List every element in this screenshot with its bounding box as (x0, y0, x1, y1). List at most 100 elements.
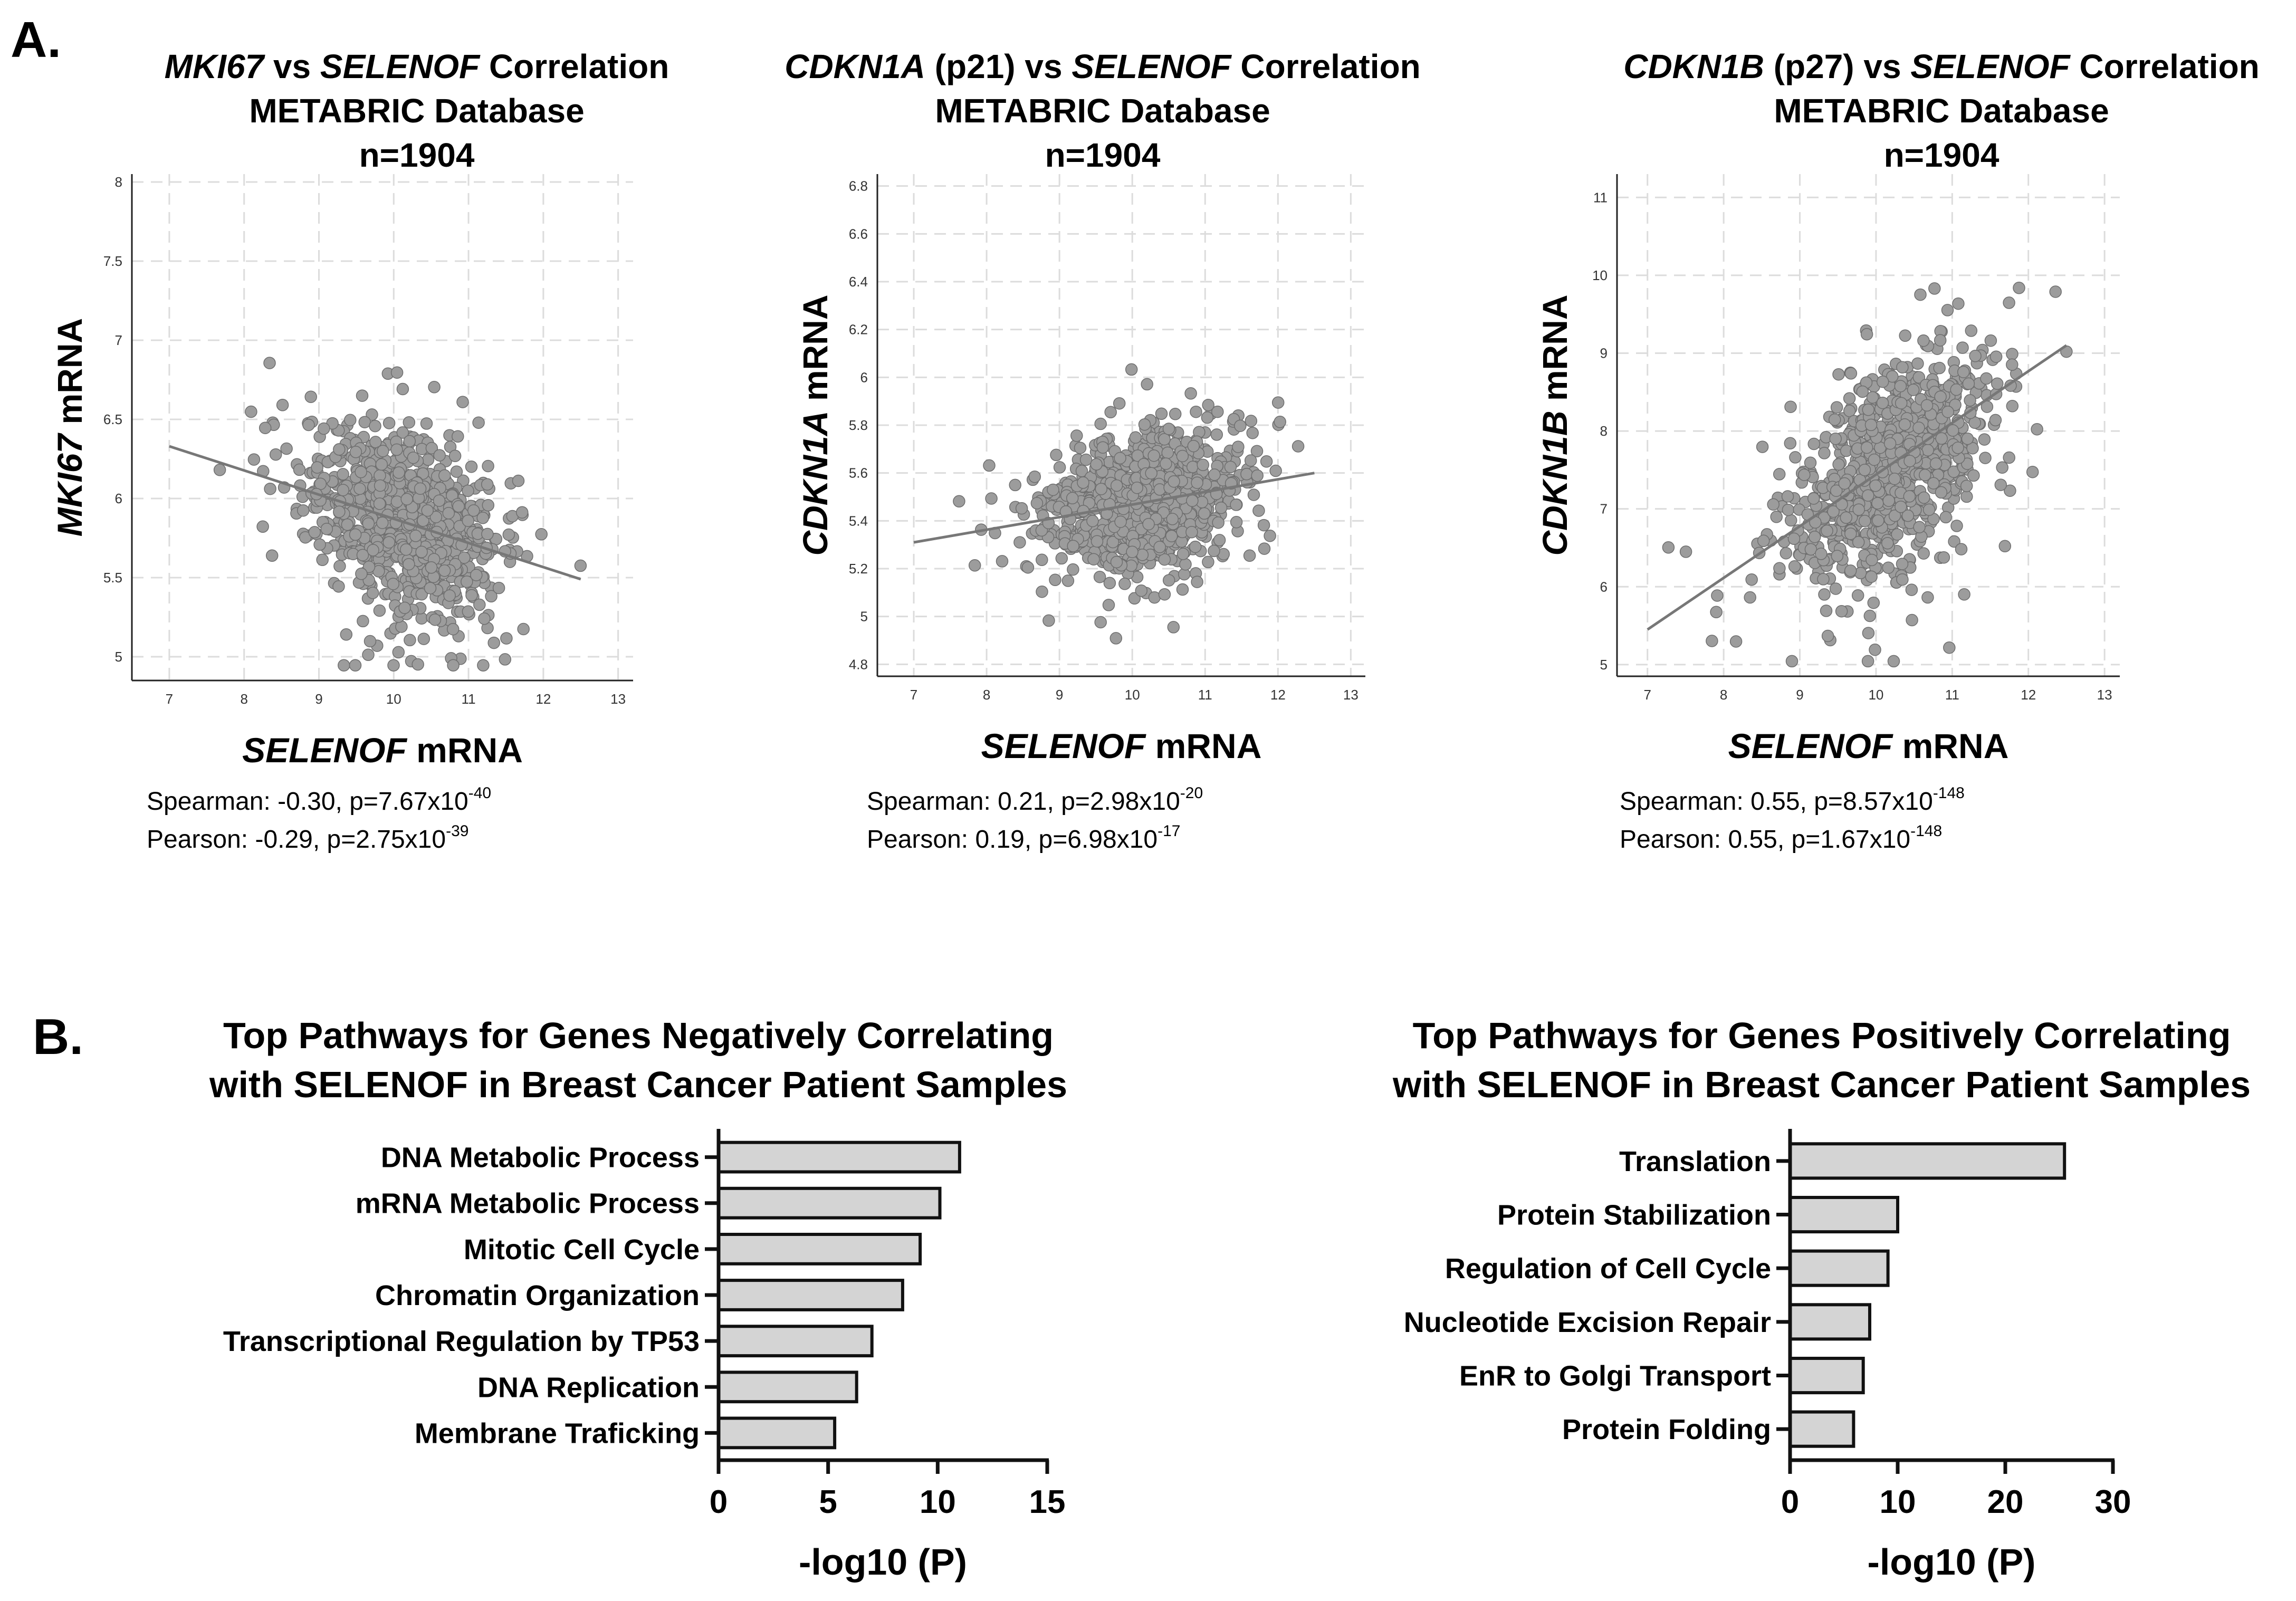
bar (1788, 1196, 1899, 1234)
scatter-point (1798, 468, 1811, 481)
scatter-point (1153, 483, 1166, 496)
scatter-point (517, 622, 530, 636)
scatter-point (340, 628, 353, 641)
scatter-point (1243, 549, 1256, 562)
category-label: Protein Folding (1562, 1414, 1771, 1445)
scatter-point (462, 605, 475, 618)
x-tick-label: 12 (535, 691, 551, 707)
scatter-point (433, 494, 446, 507)
scatter-point (1201, 411, 1214, 424)
scatter-point (443, 589, 456, 602)
y-tick-label: 8 (1600, 423, 1608, 439)
scatter-point (349, 659, 362, 672)
scatter-point (1868, 453, 1881, 466)
stats-spearman: Spearman: -0.30, p=7.67x10-40 (147, 784, 491, 816)
scatter-point (1941, 405, 1954, 418)
chart-title-line-1: Top Pathways for Genes Negatively Correl… (223, 1015, 1054, 1056)
scatter-point (1955, 543, 1968, 555)
scatter-point (985, 492, 998, 505)
scatter-point (1920, 399, 1934, 412)
x-axis-label: -log10 (P) (799, 1541, 967, 1583)
x-tick-label: 9 (1056, 687, 1063, 703)
data-points (1662, 282, 2073, 668)
scatter-point (1212, 516, 1224, 529)
scatter-point (1867, 596, 1880, 609)
scatter-point (1883, 437, 1897, 450)
scatter-point (1136, 549, 1149, 561)
scatter-point (1882, 494, 1895, 507)
scatter-point (1179, 558, 1192, 571)
scatter-point (1160, 457, 1172, 470)
scatter-chart-cdkn1a: CDKN1A (p21) vs SELENOF Correlation METAB… (785, 47, 1421, 854)
scatter-point (1980, 372, 1993, 385)
scatter-point (1921, 591, 1934, 604)
chart-title: MKI67 vs SELENOF Correlation METABRIC Dat… (165, 47, 669, 174)
scatter-point (355, 567, 368, 580)
y-tick-label: 5 (860, 609, 868, 625)
y-tick-label: 5 (1600, 657, 1608, 673)
scatter-point (1213, 534, 1226, 547)
scatter-point (1881, 536, 1894, 550)
scatter-point (1961, 432, 1974, 445)
scatter-point (356, 549, 369, 561)
axes-frame (876, 174, 1365, 677)
scatter-point (1757, 534, 1770, 548)
scatter-point (1951, 442, 1964, 454)
title-line: METABRIC Database (935, 92, 1270, 130)
scatter-point (1787, 532, 1801, 545)
bar (717, 1186, 942, 1220)
scatter-point (369, 436, 382, 448)
y-tick-label: 6.4 (849, 274, 868, 290)
scatter-point (1966, 442, 1979, 455)
bar (1788, 1142, 2067, 1180)
scatter-point (472, 416, 485, 429)
scatter-point (1863, 609, 1877, 622)
scatter-point (1928, 282, 1941, 295)
scatter-point (1935, 486, 1948, 499)
scatter-point (313, 538, 326, 551)
scatter-point (1876, 396, 1889, 409)
y-tick-label: 5.6 (849, 465, 868, 481)
scatter-point (1851, 589, 1864, 602)
scatter-point (1782, 503, 1795, 516)
scatter-point (461, 575, 473, 588)
scatter-point (1197, 458, 1209, 472)
scatter-point (1230, 516, 1243, 529)
scatter-point (1191, 476, 1203, 489)
scatter-point (1257, 519, 1270, 532)
category-label: DNA Replication (477, 1372, 700, 1403)
scatter-point (264, 482, 276, 495)
scatter-point (458, 551, 471, 564)
scatter-point (465, 589, 478, 602)
scatter-point (1901, 509, 1915, 522)
scatter-point (1169, 408, 1182, 420)
scatter-point (1036, 585, 1048, 598)
scatter-point (1807, 492, 1820, 505)
x-tick-label: 20 (1987, 1484, 2024, 1520)
scatter-point (314, 477, 327, 490)
scatter-point (1292, 440, 1305, 453)
scatter-point (302, 418, 315, 432)
scatter-point (1093, 570, 1106, 583)
scatter-point (452, 500, 465, 513)
scatter-point (1991, 377, 2004, 390)
scatter-point (1773, 562, 1786, 575)
scatter-point (421, 504, 434, 517)
scatter-point (424, 582, 437, 595)
scatter-point (1214, 501, 1228, 514)
scatter-point (213, 464, 226, 476)
x-tick-label: 7 (166, 691, 173, 707)
scatter-point (1939, 511, 1952, 524)
scatter-point (1210, 428, 1223, 441)
scatter-point (1781, 490, 1794, 503)
y-axis-label: MKI67 mRNA (50, 318, 89, 536)
scatter-point (2026, 465, 2039, 478)
scatter-point (280, 442, 293, 455)
scatter-point (366, 587, 379, 599)
scatter-point (357, 615, 369, 628)
scatter-point (296, 504, 310, 517)
scatter-point (500, 632, 513, 645)
scatter-point (1109, 632, 1123, 645)
scatter-point (1095, 483, 1108, 495)
scatter-point (1053, 461, 1066, 474)
